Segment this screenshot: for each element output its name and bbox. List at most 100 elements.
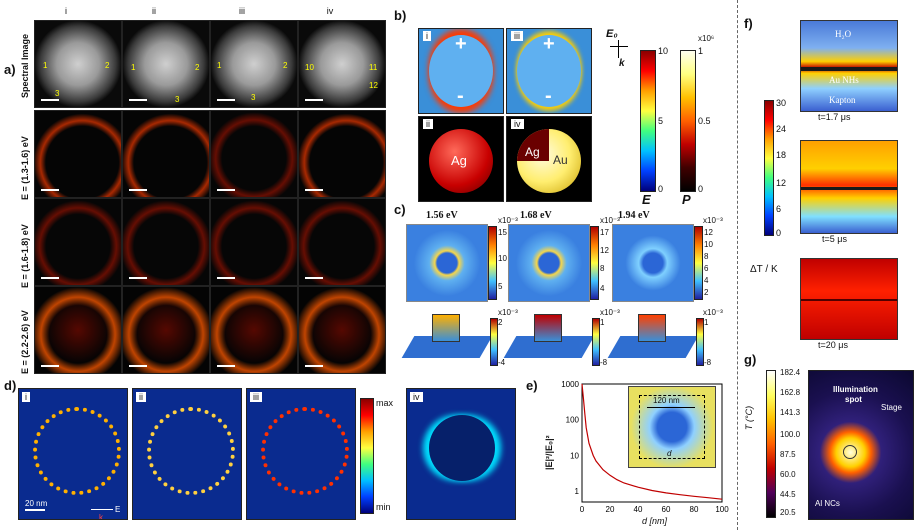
- y-tick-label: 10: [570, 451, 579, 460]
- cbar-tick: 6: [704, 264, 709, 273]
- inset-scale: 120 nm: [653, 396, 680, 405]
- eels-map-e1-i: [34, 110, 122, 198]
- cbar-tick: 141.3: [780, 408, 801, 417]
- scale-bar: [217, 365, 235, 367]
- cbar-c1-exp: x10⁻³: [498, 216, 518, 225]
- cbar-tick: 182.4: [780, 368, 801, 377]
- row-label-e2: E = (1.6-1.8) eV: [20, 224, 30, 288]
- y-tick-label: 1000: [561, 380, 579, 389]
- cbar-top: 2: [498, 318, 503, 327]
- cbar-tick: 6: [776, 204, 782, 214]
- cbar-c3d-3: [696, 318, 704, 366]
- cbar-c3: [694, 226, 703, 300]
- col-label-i: i: [65, 6, 67, 16]
- scale-bar: [305, 99, 323, 101]
- cbar-tick: 18: [776, 150, 787, 160]
- inset-d: d: [667, 449, 672, 458]
- marker: 2: [105, 61, 110, 70]
- cbar-exp: x10⁻³: [498, 308, 518, 317]
- field-ring-iii: iii: [246, 388, 356, 520]
- cbar-top: 1: [600, 318, 605, 327]
- marker: 3: [55, 89, 60, 98]
- scale-label: 20 nm: [25, 499, 48, 508]
- scale-bar: [129, 189, 147, 191]
- time-2: t=5 μs: [822, 234, 847, 244]
- scale-bar: [41, 277, 59, 279]
- cbar-tick: 4: [600, 284, 605, 293]
- cbar-tick: 162.8: [780, 388, 801, 397]
- panel-f-letter: f): [744, 16, 753, 31]
- minus-sign: -: [545, 85, 552, 107]
- sphere: [429, 415, 495, 481]
- eels-map-e3-i: [34, 286, 122, 374]
- field-map-iii: iii + -: [506, 28, 592, 114]
- cbar-tick: 30: [776, 98, 787, 108]
- colorbar-p: [680, 50, 696, 192]
- cbar-tick: 12: [600, 246, 609, 255]
- scale-bar: [129, 277, 147, 279]
- ncs-label: Al NCs: [815, 499, 840, 508]
- np-layer: [801, 67, 897, 71]
- cbar-p-label: P: [682, 192, 691, 207]
- cube: [638, 314, 666, 342]
- cbar-bot: -4: [498, 358, 506, 367]
- np-layer: [801, 299, 897, 301]
- scale-bar: [41, 99, 59, 101]
- cbar-d-min: min: [376, 502, 391, 512]
- ag-label: Ag: [451, 153, 467, 168]
- scale-bar: [41, 365, 59, 367]
- cube-map-2: [508, 224, 590, 302]
- inset-label: i: [423, 31, 431, 41]
- layer-h2o: H₂O: [835, 29, 852, 39]
- plus-sign: +: [543, 33, 555, 55]
- energy-2: 1.68 eV: [520, 210, 552, 221]
- cbar-c3-exp: x10⁻³: [703, 216, 723, 225]
- cbar-tick: 12: [776, 178, 787, 188]
- x-tick-label: 60: [662, 505, 671, 514]
- marker: 3: [175, 95, 180, 104]
- e0-label: E₀: [606, 28, 618, 40]
- marker: 1: [131, 63, 136, 72]
- energy-1: 1.56 eV: [426, 210, 458, 221]
- cbar-tick: 4: [704, 276, 709, 285]
- cbar-e-label: E: [642, 192, 651, 207]
- cbar-tick: 10: [704, 240, 713, 249]
- cube-map-1: [406, 224, 488, 302]
- energy-3: 1.94 eV: [618, 210, 650, 221]
- cbar-e-min: 0: [658, 184, 664, 194]
- ag-label: Ag: [525, 145, 540, 159]
- cbar-c3d-2: [592, 318, 600, 366]
- scale-bar: [129, 365, 147, 367]
- eels-map-e2-ii: [122, 198, 210, 286]
- cube: [432, 314, 460, 342]
- panel-c-letter: c): [394, 202, 406, 217]
- inset-map: 120 nm d: [628, 386, 716, 468]
- time-3: t=20 μs: [818, 340, 848, 350]
- ring: [147, 407, 235, 495]
- marker: 3: [251, 93, 256, 102]
- e0-arrow: [610, 46, 628, 47]
- marker: 2: [283, 61, 288, 70]
- scale-bar: [217, 277, 235, 279]
- cbar-bot: -8: [704, 358, 712, 367]
- plot-frame: [581, 383, 723, 503]
- cbar-tick: 44.5: [780, 490, 796, 499]
- marker: 12: [369, 81, 378, 90]
- field-map-i: i + -: [418, 28, 504, 114]
- x-tick-label: 40: [634, 505, 643, 514]
- thermal-image: Illumination spot Stage Al NCs: [808, 370, 914, 520]
- row-label-spectral: Spectral Image: [20, 33, 30, 98]
- cbar-tick: 8: [704, 252, 709, 261]
- colorbar-d: [360, 398, 374, 514]
- cbar-exp: x10⁻³: [703, 308, 723, 317]
- cbar-tick: 15: [498, 228, 507, 237]
- heat-map-1: H₂O Au NHs Kapton: [800, 20, 898, 112]
- eels-map-e1-iv: [298, 110, 386, 198]
- eels-map-e2-iv: [298, 198, 386, 286]
- cbar-tick: 5: [498, 282, 503, 291]
- inset-label: iii: [250, 392, 262, 402]
- spectral-image-iv: 10 11 12: [298, 20, 386, 108]
- scale-bar: [305, 365, 323, 367]
- au-label: Au: [553, 153, 568, 167]
- marker: 1: [43, 61, 48, 70]
